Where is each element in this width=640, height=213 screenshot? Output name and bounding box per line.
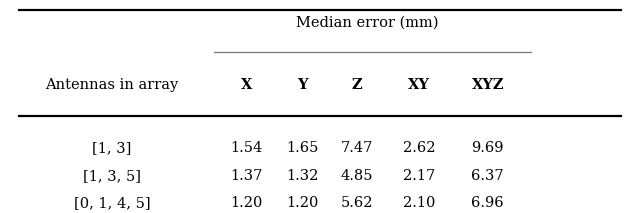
- Text: 2.10: 2.10: [403, 196, 435, 210]
- Text: 2.62: 2.62: [403, 141, 435, 155]
- Text: Z: Z: [352, 78, 362, 92]
- Text: 5.62: 5.62: [341, 196, 373, 210]
- Text: XYZ: XYZ: [472, 78, 504, 92]
- Text: Antennas in array: Antennas in array: [45, 78, 179, 92]
- Text: 7.47: 7.47: [341, 141, 373, 155]
- Text: 1.54: 1.54: [230, 141, 262, 155]
- Text: 6.96: 6.96: [472, 196, 504, 210]
- Text: 1.32: 1.32: [286, 169, 318, 183]
- Text: 1.20: 1.20: [286, 196, 318, 210]
- Text: [1, 3, 5]: [1, 3, 5]: [83, 169, 141, 183]
- Text: Y: Y: [297, 78, 307, 92]
- Text: 1.20: 1.20: [230, 196, 262, 210]
- Text: 1.65: 1.65: [286, 141, 318, 155]
- Text: X: X: [241, 78, 252, 92]
- Text: Median error (mm): Median error (mm): [296, 15, 438, 29]
- Text: 2.17: 2.17: [403, 169, 435, 183]
- Text: 9.69: 9.69: [472, 141, 504, 155]
- Text: 4.85: 4.85: [341, 169, 373, 183]
- Text: 1.37: 1.37: [230, 169, 262, 183]
- Text: [0, 1, 4, 5]: [0, 1, 4, 5]: [74, 196, 150, 210]
- Text: 6.37: 6.37: [472, 169, 504, 183]
- Text: [1, 3]: [1, 3]: [92, 141, 132, 155]
- Text: XY: XY: [408, 78, 430, 92]
